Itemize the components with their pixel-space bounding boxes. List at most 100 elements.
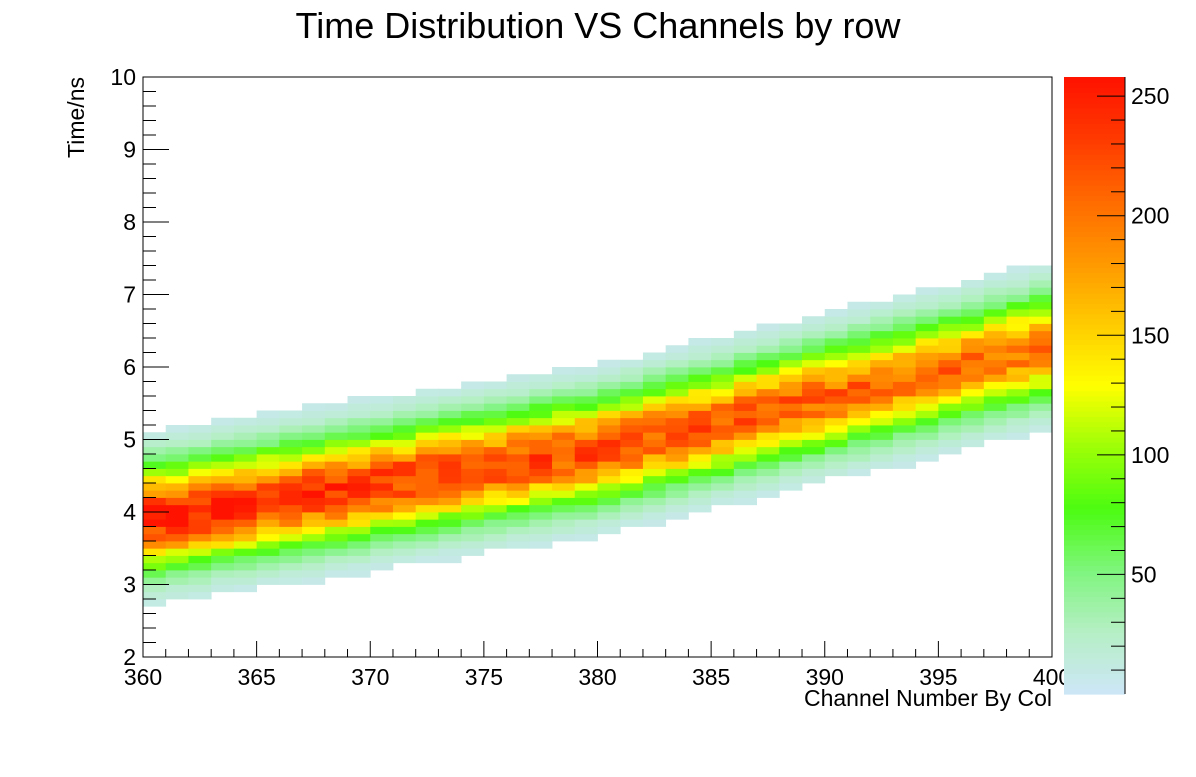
heatmap-cell bbox=[143, 432, 167, 440]
heatmap-cell bbox=[1029, 396, 1053, 404]
colorbar-segment bbox=[1064, 256, 1125, 263]
colorbar-segment bbox=[1064, 622, 1125, 628]
heatmap-cell bbox=[506, 468, 530, 477]
heatmap-cell bbox=[779, 330, 803, 339]
heatmap-cell bbox=[711, 490, 735, 498]
heatmap-cell bbox=[324, 490, 348, 498]
heatmap-cell bbox=[620, 425, 644, 433]
heatmap-cell bbox=[642, 461, 667, 469]
heatmap-cell bbox=[802, 345, 826, 353]
x-tick-label: 395 bbox=[919, 664, 957, 690]
heatmap-cell bbox=[802, 475, 826, 484]
heatmap-cell bbox=[892, 388, 917, 397]
colorbar-segment bbox=[1064, 205, 1125, 212]
heatmap-cell bbox=[188, 425, 212, 433]
heatmap-cell bbox=[574, 417, 598, 426]
colorbar-segment bbox=[1064, 123, 1125, 130]
y-tick-label: 3 bbox=[123, 572, 136, 598]
heatmap-cell bbox=[824, 417, 848, 426]
heatmap-cell bbox=[324, 432, 348, 440]
heatmap-cell bbox=[733, 330, 757, 339]
heatmap-cell bbox=[415, 417, 439, 426]
heatmap-cell bbox=[302, 562, 326, 571]
heatmap-cell bbox=[483, 490, 508, 498]
heatmap-cell bbox=[552, 533, 576, 542]
heatmap-cell bbox=[165, 475, 189, 484]
heatmap-cell bbox=[438, 555, 462, 564]
heatmap-cell bbox=[574, 367, 598, 375]
heatmap-cell bbox=[1029, 330, 1053, 339]
heatmap-cell bbox=[438, 461, 462, 469]
heatmap-cell bbox=[188, 541, 212, 549]
heatmap-cell bbox=[620, 396, 644, 404]
heatmap-cell bbox=[233, 562, 258, 571]
heatmap-cell bbox=[620, 359, 644, 368]
heatmap-cell bbox=[870, 367, 894, 375]
heatmap-cell bbox=[711, 461, 735, 469]
heatmap-cell bbox=[824, 425, 848, 433]
heatmap-cell bbox=[302, 497, 326, 506]
heatmap-cell bbox=[847, 367, 871, 375]
heatmap-cell bbox=[1029, 272, 1053, 281]
heatmap-cell bbox=[802, 439, 826, 448]
heatmap-cell bbox=[824, 374, 848, 382]
colorbar-segment bbox=[1064, 436, 1125, 443]
heatmap-cell bbox=[438, 526, 462, 535]
heatmap-cell bbox=[483, 461, 508, 469]
heatmap-cell bbox=[188, 446, 212, 455]
heatmap-cell bbox=[392, 512, 417, 520]
heatmap-cell bbox=[438, 410, 462, 419]
colorbar-segment bbox=[1064, 184, 1125, 191]
heatmap-cell bbox=[779, 432, 803, 440]
heatmap-cell bbox=[642, 359, 667, 368]
heatmap-cell bbox=[347, 439, 371, 448]
heatmap-cell bbox=[552, 468, 576, 477]
heatmap-cell bbox=[211, 446, 235, 455]
heatmap-cell bbox=[1006, 287, 1030, 295]
heatmap-cell bbox=[847, 396, 871, 404]
heatmap-cell bbox=[529, 504, 553, 513]
heatmap-cell bbox=[779, 352, 803, 361]
heatmap-cell bbox=[552, 512, 576, 520]
heatmap-cell bbox=[642, 483, 667, 491]
heatmap-cell bbox=[665, 504, 689, 513]
heatmap-cell bbox=[233, 454, 258, 462]
heatmap-cell bbox=[529, 533, 553, 542]
heatmap-cell bbox=[233, 577, 258, 585]
heatmap-cell bbox=[665, 381, 689, 390]
heatmap-cell bbox=[211, 555, 235, 564]
heatmap-cell bbox=[870, 352, 894, 361]
heatmap-cell bbox=[324, 475, 348, 484]
heatmap-cell bbox=[302, 577, 326, 585]
heatmap-cell bbox=[415, 548, 439, 556]
heatmap-cell bbox=[983, 323, 1007, 332]
heatmap-cell bbox=[870, 446, 894, 455]
heatmap-cell bbox=[961, 309, 985, 317]
heatmap-cell bbox=[279, 577, 303, 585]
heatmap-cell bbox=[256, 410, 280, 419]
heatmap-cell bbox=[1006, 309, 1030, 317]
heatmap-cell bbox=[688, 497, 712, 506]
heatmap-cell bbox=[552, 425, 576, 433]
heatmap-cell bbox=[642, 410, 667, 419]
heatmap-cell bbox=[370, 439, 394, 448]
heatmap-cell bbox=[688, 504, 712, 513]
heatmap-cell bbox=[438, 497, 462, 506]
heatmap-cell bbox=[143, 577, 167, 585]
heatmap-cell bbox=[688, 432, 712, 440]
heatmap-cell bbox=[302, 555, 326, 564]
heatmap-cell bbox=[370, 432, 394, 440]
heatmap-cell bbox=[438, 396, 462, 404]
heatmap-cell bbox=[574, 468, 598, 477]
heatmap-cell bbox=[279, 555, 303, 564]
heatmap-cell bbox=[324, 410, 348, 419]
heatmap-cell bbox=[302, 475, 326, 484]
colorbar-segment bbox=[1064, 416, 1125, 423]
heatmap-cell bbox=[143, 555, 167, 564]
heatmap-cell bbox=[938, 352, 962, 361]
heatmap-cell bbox=[483, 483, 508, 491]
heatmap-cell bbox=[392, 432, 417, 440]
heatmap-cell bbox=[324, 519, 348, 527]
heatmap-cell bbox=[779, 403, 803, 411]
heatmap-cell bbox=[620, 519, 644, 527]
